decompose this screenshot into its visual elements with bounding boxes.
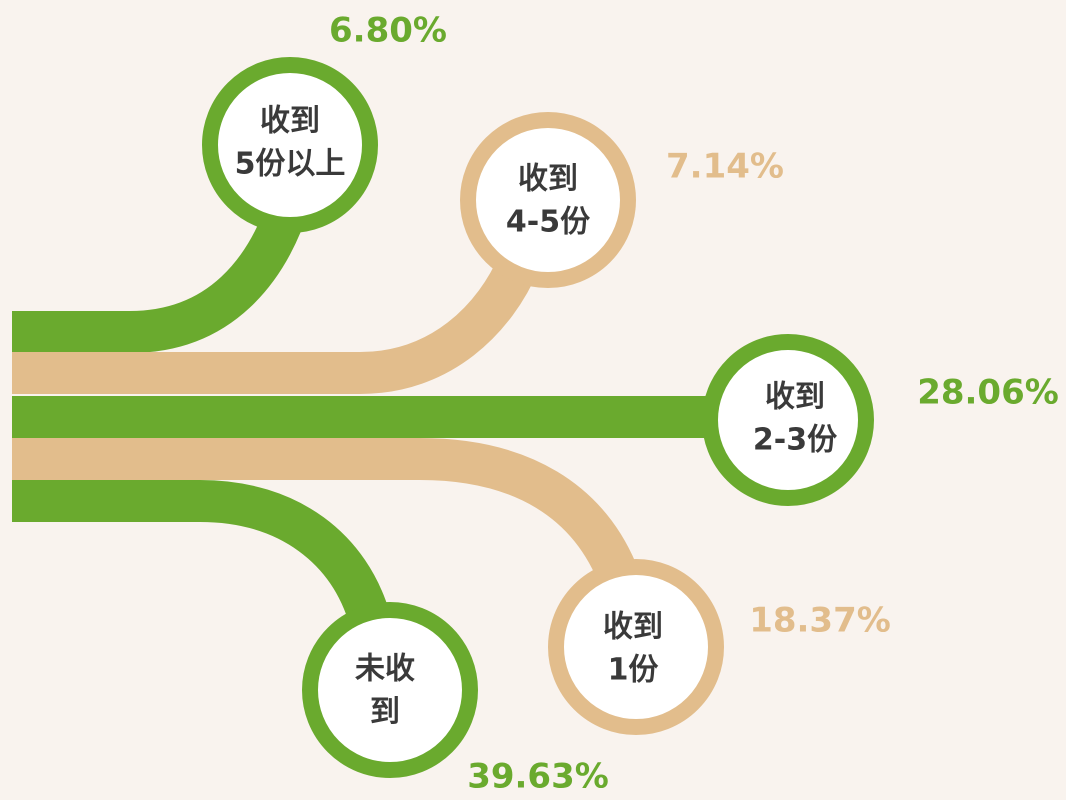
node-label: 1份 [608, 653, 659, 688]
node-value: 28.06% [917, 373, 1059, 413]
circles [202, 57, 874, 778]
node-label: 收到 [260, 104, 320, 139]
node-label: 到 [370, 695, 400, 730]
node-value: 18.37% [749, 601, 891, 641]
node-label: 收到 [603, 610, 663, 645]
node-circle [302, 602, 478, 778]
node-label: 2-3份 [753, 423, 837, 458]
branch [12, 251, 540, 394]
node-circle [548, 559, 724, 735]
branch [12, 480, 391, 627]
node-circle [202, 57, 378, 233]
branch [12, 438, 640, 588]
node-label: 4-5份 [506, 205, 590, 240]
node-value: 6.80% [329, 11, 447, 51]
node-circle [460, 112, 636, 288]
node-circle [702, 334, 874, 506]
node-label: 未收 [355, 652, 415, 687]
node-label: 5份以上 [235, 147, 346, 182]
node-value: 39.63% [467, 757, 609, 797]
node-value: 7.14% [666, 147, 784, 187]
node-label: 收到 [518, 162, 578, 197]
node-label: 收到 [765, 380, 825, 415]
